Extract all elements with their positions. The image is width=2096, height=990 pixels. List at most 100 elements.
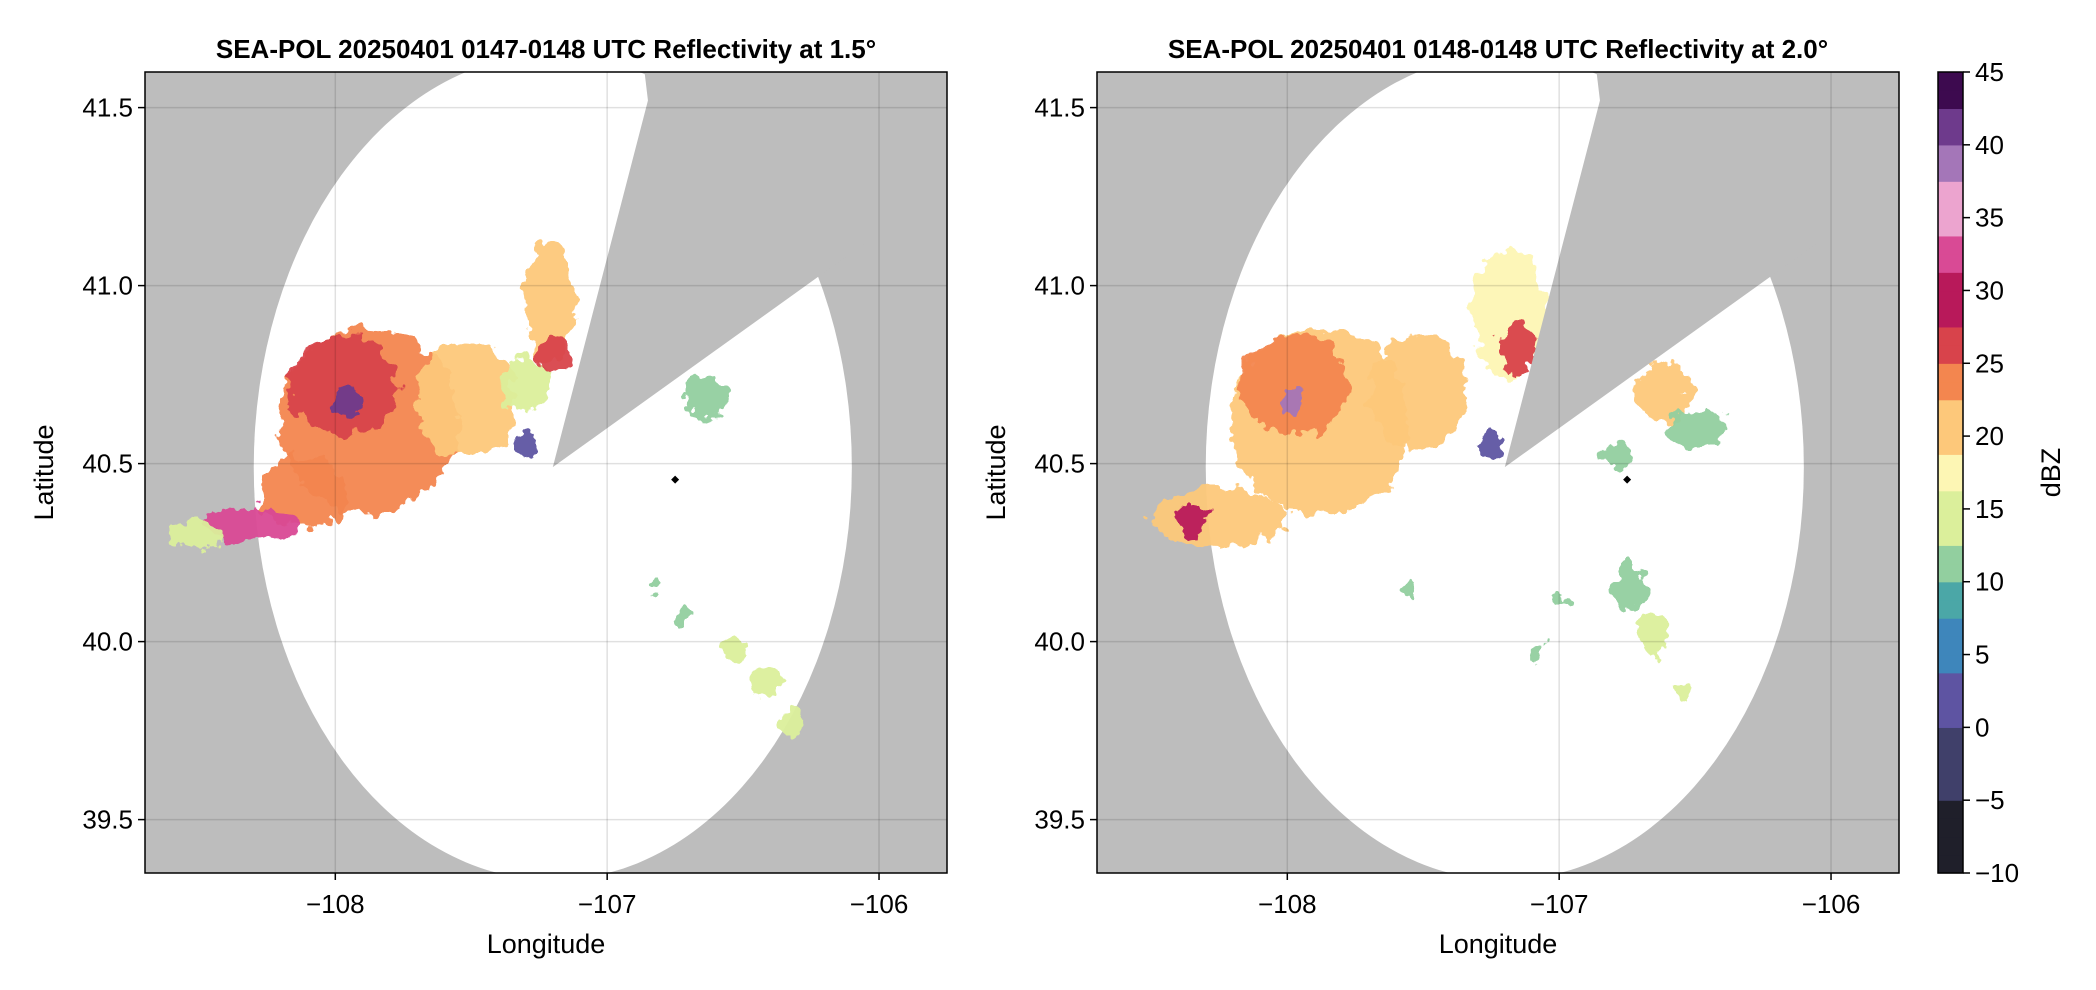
echo-cell (539, 335, 572, 379)
site-marker (671, 475, 680, 484)
colorbar-swatch (1938, 727, 1963, 747)
colorbar-tick-label: 35 (1975, 203, 2004, 233)
colorbar-swatch (1938, 326, 1963, 346)
blocked-sector (552, 72, 947, 468)
colorbar-frame (1937, 71, 1964, 874)
x-tick-label: −108 (306, 889, 365, 919)
colorbar-tick-label: −10 (1975, 858, 2019, 888)
colorbar-tick-label: −5 (1975, 785, 2005, 815)
colorbar-swatch (1938, 599, 1963, 619)
echo-cell (721, 638, 744, 660)
echo-cell (1368, 335, 1467, 450)
x-axis-label: Longitude (1439, 929, 1558, 959)
colorbar-swatch (1938, 672, 1963, 692)
echo-cell (1662, 410, 1728, 446)
colorbar-tick-label: 45 (1975, 57, 2004, 87)
y-tick-label: 40.0 (1034, 627, 1085, 657)
y-tick-label: 41.0 (1034, 271, 1085, 301)
echo-cell (1551, 591, 1568, 606)
echo-cell (1241, 335, 1350, 436)
colorbar-swatch (1938, 763, 1963, 783)
colorbar-swatch (1938, 800, 1963, 819)
echo-cell (683, 378, 727, 421)
radar-panel-1: −108 −107 −106 39.5 40.0 40.5 41.0 41.5 SEA-POL … (29, 34, 948, 959)
x-tick-label: −106 (850, 889, 909, 919)
colorbar-swatch (1938, 436, 1963, 455)
echo-cell (1640, 613, 1668, 656)
plot-frame (1096, 71, 1900, 874)
echo-cell (1480, 431, 1503, 461)
blocked-sector (1504, 72, 1899, 468)
echo-cell (1635, 363, 1690, 421)
echo-cell (525, 239, 575, 361)
colorbar-swatch (1938, 854, 1963, 874)
colorbar-label: dBZ (2036, 448, 2066, 498)
colorbar-swatch (1938, 181, 1963, 201)
echo-cell (1673, 687, 1690, 703)
y-axis-label: Latitude (981, 424, 1011, 520)
colorbar-swatch (1938, 636, 1963, 656)
colorbar-swatch (1938, 72, 1963, 91)
colorbar-tick-label: 25 (1975, 348, 2004, 378)
colorbar-swatch (1938, 290, 1963, 310)
colorbar: −10 −5 0 5 10 15 20 25 30 35 40 45 dBZ (1937, 57, 2066, 888)
colorbar-swatch (1938, 272, 1963, 292)
colorbar-tick-label: 0 (1975, 712, 1989, 742)
y-axis-label: Latitude (29, 424, 59, 520)
colorbar-swatch (1938, 690, 1963, 710)
plot-area (145, 72, 947, 873)
colorbar-swatch (1938, 90, 1963, 110)
echo-cell (751, 670, 784, 699)
echo-cell (1613, 566, 1647, 610)
y-tick-label: 41.5 (1034, 93, 1085, 123)
colorbar-tick-label: 15 (1975, 494, 2004, 524)
colorbar-swatch (1938, 745, 1963, 765)
x-axis-label: Longitude (487, 929, 606, 959)
y-tick-label: 41.0 (82, 271, 133, 301)
colorbar-swatch (1938, 454, 1963, 474)
echo-cell (1404, 581, 1416, 596)
echo-cell (416, 339, 515, 461)
colorbar-swatch (1938, 581, 1963, 601)
site-marker (1623, 475, 1632, 484)
colorbar-swatch (1938, 472, 1963, 492)
plot-area (1097, 72, 1899, 873)
echo-cell (1529, 641, 1546, 663)
colorbar-tick-label: 10 (1975, 567, 2004, 597)
colorbar-swatch (1938, 199, 1963, 219)
echo-cell (204, 506, 303, 542)
colorbar-swatch (1938, 308, 1963, 328)
y-tick-label: 40.0 (82, 627, 133, 657)
echo-cell (1597, 445, 1630, 468)
colorbar-swatch (1938, 490, 1963, 510)
colorbar-swatch (1938, 527, 1963, 546)
colorbar-swatch (1938, 363, 1963, 383)
colorbar-swatch (1938, 563, 1963, 583)
x-tick-label: −107 (1530, 889, 1589, 919)
echo-cell (1281, 388, 1304, 418)
y-tick-label: 40.5 (1034, 449, 1085, 479)
colorbar-tick-label: 5 (1975, 640, 1989, 670)
reflectivity-echoes (1151, 249, 1728, 703)
colorbar-swatch (1938, 345, 1963, 364)
echo-cell (781, 709, 803, 738)
echo-cell (501, 356, 551, 414)
colorbar-swatch (1938, 818, 1963, 838)
chart-title: SEA-POL 20250401 0147-0148 UTC Reflectiv… (216, 34, 876, 64)
echo-cell (1151, 488, 1288, 546)
colorbar-swatch (1938, 417, 1963, 437)
colorbar-swatch (1938, 836, 1963, 856)
colorbar-tick-label: 40 (1975, 130, 2004, 160)
y-tick-label: 39.5 (1034, 805, 1085, 835)
colorbar-swatch (1938, 108, 1963, 128)
plot-frame (144, 71, 948, 874)
colorbar-swatch (1938, 709, 1963, 728)
colorbar-swatch (1938, 254, 1963, 273)
colorbar-swatch (1938, 126, 1963, 146)
radar-panel-2: −108 −107 −106 39.5 40.0 40.5 41.0 41.5 SEA-POL … (981, 34, 1900, 959)
x-tick-label: −107 (578, 889, 637, 919)
colorbar-swatch (1938, 618, 1963, 637)
chart-title: SEA-POL 20250401 0148-0148 UTC Reflectiv… (1168, 34, 1828, 64)
echo-cell (675, 609, 692, 624)
